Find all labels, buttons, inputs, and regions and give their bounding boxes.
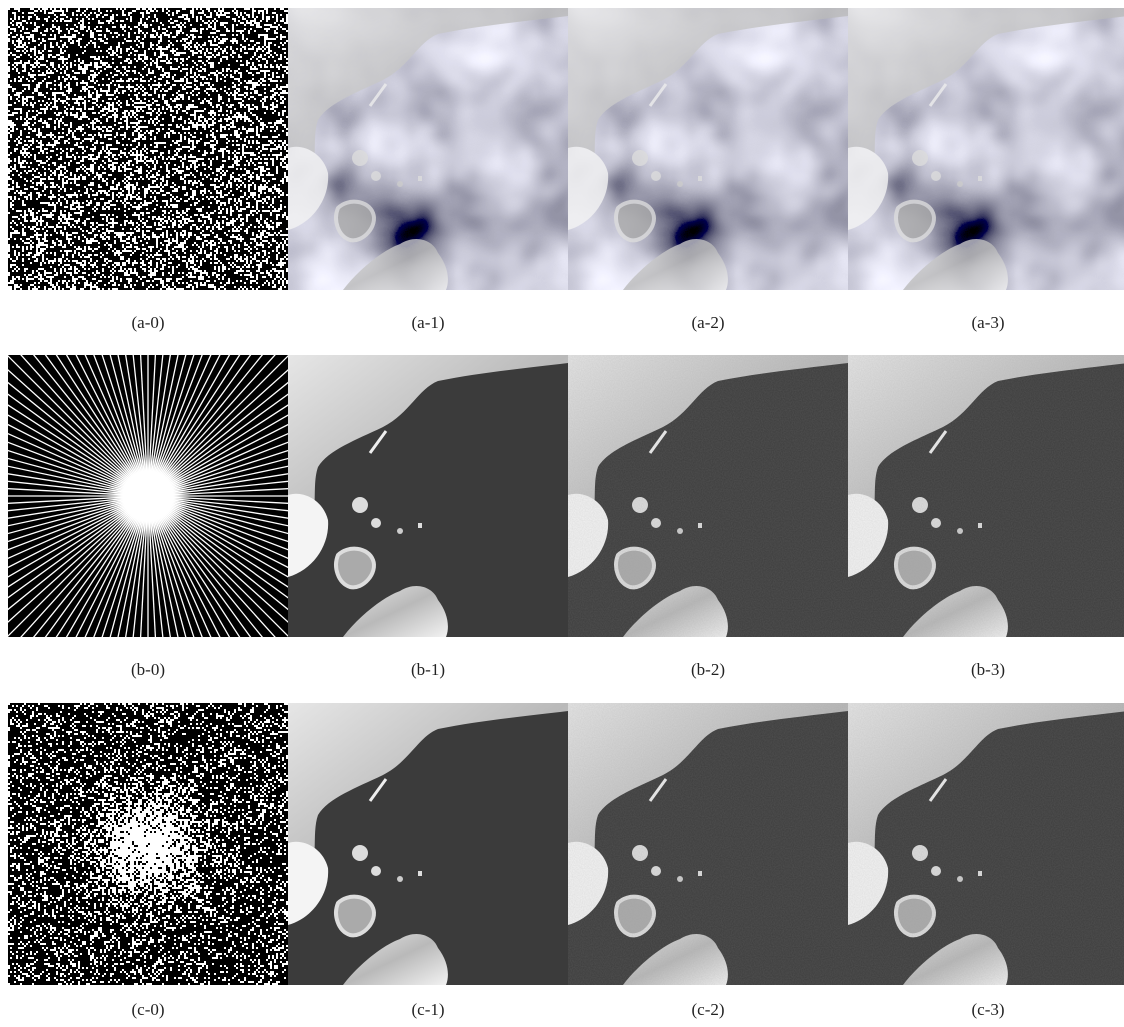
grain xyxy=(848,703,1124,985)
panel-image xyxy=(848,8,1124,290)
panel-label: (c-3) xyxy=(971,1000,1004,1019)
grain xyxy=(848,355,1124,637)
panel-label: (c-1) xyxy=(411,1000,444,1019)
panel-image xyxy=(848,703,1124,985)
panel-label: (b-2) xyxy=(691,660,725,679)
panel-image xyxy=(288,8,568,290)
panel-image xyxy=(288,355,568,637)
panel-image xyxy=(568,8,848,290)
grain xyxy=(568,703,848,985)
panel-label: (a-0) xyxy=(131,313,164,332)
panel-label: (b-3) xyxy=(971,660,1005,679)
grain xyxy=(568,355,848,637)
panel-label: (b-1) xyxy=(411,660,445,679)
panel-label: (a-3) xyxy=(971,313,1004,332)
panel-label: (c-0) xyxy=(131,1000,164,1019)
panel-label: (c-2) xyxy=(691,1000,724,1019)
panel-image xyxy=(568,355,848,637)
panel-image xyxy=(8,8,288,290)
panel-image xyxy=(8,703,288,985)
panel-label: (b-0) xyxy=(131,660,165,679)
figure: (a-0) (a-1) (a-2) (a-3) (b-0) (b-1) (b-2) (b-3)… xyxy=(0,0,1124,1027)
panel-image xyxy=(288,703,568,985)
panel-image xyxy=(568,703,848,985)
sampling-center xyxy=(106,454,190,538)
panel-label: (a-1) xyxy=(411,313,444,332)
panel-label: (a-2) xyxy=(691,313,724,332)
panel-image xyxy=(848,355,1124,637)
